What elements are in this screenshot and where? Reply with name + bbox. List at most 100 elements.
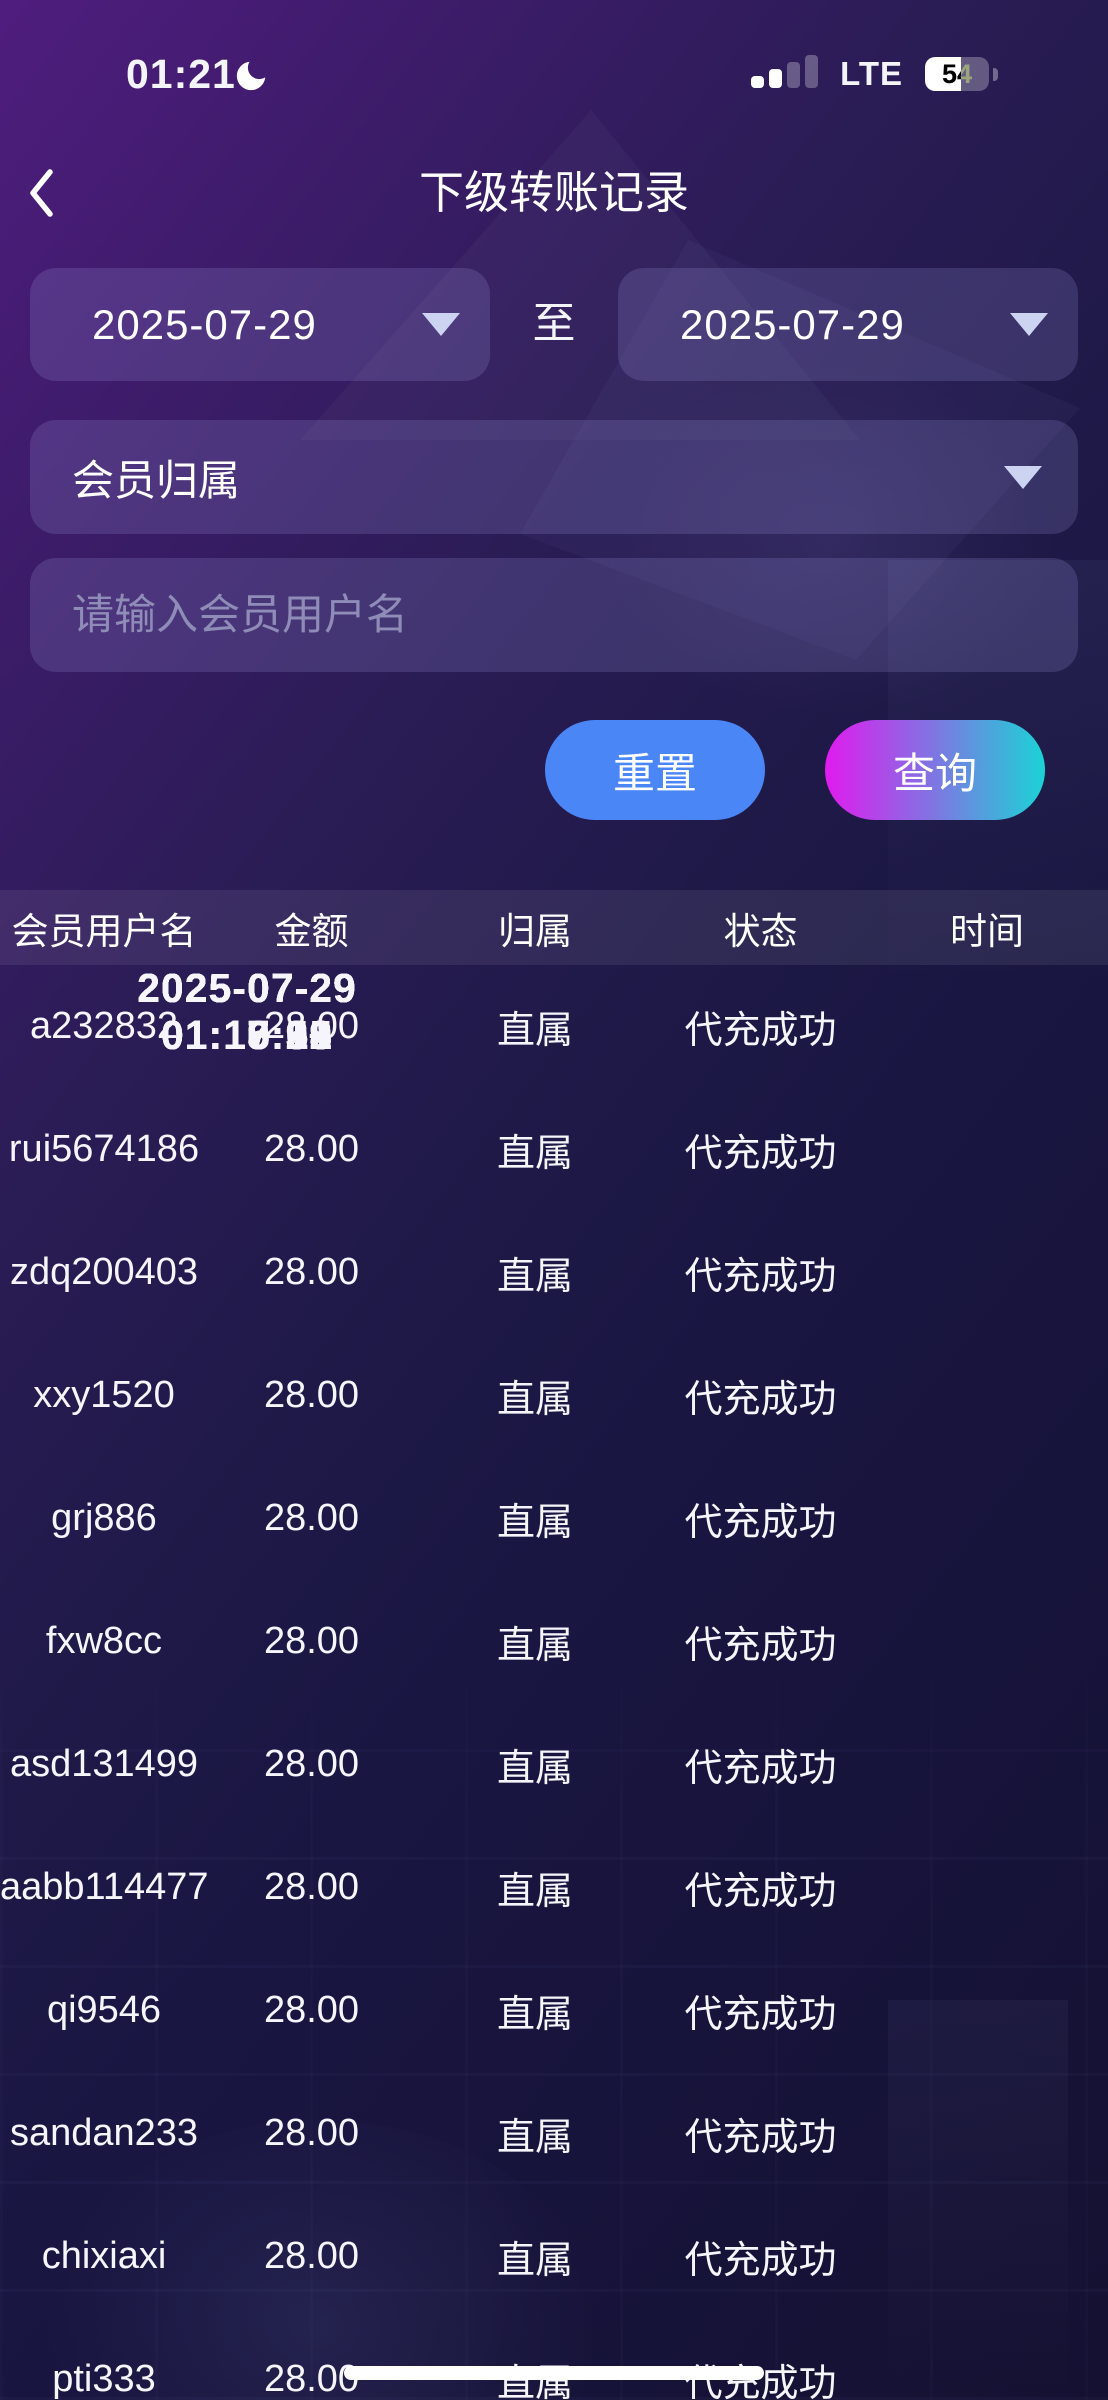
column-header-username: 会员用户名 bbox=[11, 910, 197, 952]
cell-date-line: 2025-07-29 bbox=[137, 965, 357, 1011]
cell-attribution: 直属 bbox=[496, 1256, 573, 1298]
query-button[interactable]: 查询 bbox=[825, 720, 1045, 820]
cell-time: 2025-07-29 01:16:12 bbox=[126, 965, 368, 1058]
column-header-amount: 金额 bbox=[274, 910, 349, 952]
table-body[interactable]: a232832 28.00 直属 代充成功 2025-07-29 01:19:2… bbox=[0, 965, 1108, 2400]
cell-status: 代充成功 bbox=[684, 1871, 837, 1913]
cell-attribution: 直属 bbox=[496, 1748, 573, 1790]
cell-date-line: 2025-07-29 bbox=[137, 965, 357, 1011]
cell-time: 2025-07-29 01:15:39 bbox=[126, 965, 368, 1058]
battery-percent: 54 bbox=[941, 58, 973, 89]
nav-bar: 下级转账记录 bbox=[0, 164, 1108, 222]
cell-username: pti333 bbox=[52, 2358, 156, 2400]
date-to-value: 2025-07-29 bbox=[680, 300, 905, 348]
chevron-down-icon bbox=[1004, 465, 1042, 489]
cell-time-line: 01:17:28 bbox=[160, 1012, 334, 1058]
cell-status: 代充成功 bbox=[684, 1748, 837, 1790]
cell-username: zdq200403 bbox=[9, 1251, 199, 1293]
cell-time: 2025-07-29 01:18:59 bbox=[126, 965, 368, 1058]
back-button[interactable] bbox=[26, 166, 82, 222]
member-attribution-value: 会员归属 bbox=[72, 456, 241, 504]
cell-username: asd131499 bbox=[9, 1743, 199, 1785]
cellular-signal-icon bbox=[751, 55, 819, 92]
cell-username: fxw8cc bbox=[45, 1620, 163, 1662]
clock: 01:21 bbox=[126, 51, 236, 97]
cell-username: sandan233 bbox=[9, 2112, 199, 2154]
cell-attribution: 直属 bbox=[496, 2117, 573, 2159]
cell-amount: 28.00 bbox=[263, 2358, 360, 2400]
cell-time: 2025-07-29 01:17:28 bbox=[126, 965, 368, 1058]
date-range-to-label: 至 bbox=[532, 300, 576, 348]
battery-icon: 54 bbox=[925, 57, 989, 91]
cell-time-line: 01:15:39 bbox=[160, 1012, 334, 1058]
cell-amount: 28.00 bbox=[263, 1866, 360, 1908]
username-input[interactable] bbox=[72, 591, 1042, 639]
cell-status: 代充成功 bbox=[684, 1502, 837, 1544]
table-row: chixiaxi 28.00 直属 代充成功 2025-07-29 01:15:… bbox=[0, 965, 1108, 2318]
cell-amount: 28.00 bbox=[263, 1374, 360, 1416]
cell-attribution: 直属 bbox=[496, 1379, 573, 1421]
cell-date-line: 2025-07-29 bbox=[137, 965, 357, 1011]
cell-amount: 28.00 bbox=[263, 1743, 360, 1785]
chevron-down-icon bbox=[422, 313, 460, 336]
cell-status: 代充成功 bbox=[684, 2240, 837, 2282]
cell-amount: 28.00 bbox=[263, 2112, 360, 2154]
cell-username: rui5674186 bbox=[8, 1128, 200, 1170]
table-header: 会员用户名 金额 归属 状态 时间 bbox=[0, 890, 1108, 965]
cell-username: qi9546 bbox=[46, 1989, 162, 2031]
cell-time-line: 01:16:12 bbox=[160, 1012, 334, 1058]
cell-time-line: 01:18:59 bbox=[160, 1012, 334, 1058]
table-row: a232832 28.00 直属 代充成功 2025-07-29 01:19:2… bbox=[0, 965, 1108, 1088]
cell-username: a232832 bbox=[30, 1005, 178, 1047]
table-row: grj886 28.00 直属 代充成功 2025-07-29 01:17:05 bbox=[0, 965, 1108, 1580]
home-indicator[interactable] bbox=[344, 2366, 764, 2380]
cell-username: xxy1520 bbox=[33, 1374, 175, 1416]
cell-username: grj886 bbox=[51, 1497, 157, 1539]
table-row: qi9546 28.00 直属 代充成功 2025-07-29 01:15:58 bbox=[0, 965, 1108, 2072]
chevron-down-icon bbox=[1010, 313, 1048, 336]
cell-date-line: 2025-07-29 bbox=[137, 965, 357, 1011]
table-row: sandan233 28.00 直属 代充成功 2025-07-29 01:15… bbox=[0, 965, 1108, 2195]
column-header-attribution: 归属 bbox=[498, 910, 572, 952]
cell-status: 代充成功 bbox=[684, 1994, 837, 2036]
cell-time-line: 01:15:58 bbox=[160, 1012, 334, 1058]
cell-amount: 28.00 bbox=[263, 1497, 360, 1539]
page-title: 下级转账记录 bbox=[418, 167, 689, 218]
cell-username: chixiaxi bbox=[41, 2235, 167, 2277]
cell-date-line: 2025-07-29 bbox=[137, 965, 357, 1011]
cell-attribution: 直属 bbox=[496, 1625, 573, 1667]
cell-status: 代充成功 bbox=[684, 1379, 837, 1421]
cell-status: 代充成功 bbox=[684, 1010, 837, 1052]
cell-amount: 28.00 bbox=[263, 1128, 360, 1170]
cell-date-line: 2025-07-29 bbox=[137, 965, 357, 1011]
cell-time: 2025-07-29 01:16:50 bbox=[126, 965, 368, 1058]
cell-attribution: 直属 bbox=[496, 1994, 573, 2036]
cell-attribution: 直属 bbox=[496, 1010, 573, 1052]
cell-attribution: 直属 bbox=[496, 2240, 573, 2282]
date-from-select[interactable]: 2025-07-29 bbox=[30, 268, 490, 381]
cell-date-line: 2025-07-29 bbox=[137, 965, 357, 1011]
member-attribution-select[interactable]: 会员归属 bbox=[30, 420, 1078, 534]
moon-icon bbox=[232, 57, 270, 95]
cell-time-line: 01:17:05 bbox=[160, 1012, 334, 1058]
cell-amount: 28.00 bbox=[263, 1005, 360, 1047]
cell-date-line: 2025-07-29 bbox=[137, 965, 357, 1011]
date-to-select[interactable]: 2025-07-29 bbox=[618, 268, 1078, 381]
status-bar: 01:21 LTE 54 bbox=[0, 46, 1108, 102]
status-icons: LTE 54 bbox=[751, 46, 998, 102]
cell-time: 2025-07-29 01:17:05 bbox=[126, 965, 368, 1058]
cell-status: 代充成功 bbox=[684, 1256, 837, 1298]
table-row: zdq200403 28.00 直属 代充成功 2025-07-29 01:17… bbox=[0, 965, 1108, 1334]
cell-date-line: 2025-07-29 bbox=[137, 965, 357, 1011]
cell-username: aabb114477 bbox=[0, 1866, 209, 1908]
cell-time: 2025-07-29 bbox=[126, 965, 368, 1021]
battery-fill bbox=[925, 57, 961, 91]
cell-time: 2025-07-29 01:16:35 bbox=[126, 965, 368, 1058]
table-row: pti333 28.00 直属 代充成功 2025-07-29 bbox=[0, 965, 1108, 2400]
cell-status: 代充成功 bbox=[684, 1625, 837, 1667]
cell-amount: 28.00 bbox=[263, 1989, 360, 2031]
cell-time-line: 01:17:59 bbox=[160, 1012, 334, 1058]
table-row: fxw8cc 28.00 直属 代充成功 2025-07-29 01:16:50 bbox=[0, 965, 1108, 1703]
reset-button[interactable]: 重置 bbox=[545, 720, 765, 820]
